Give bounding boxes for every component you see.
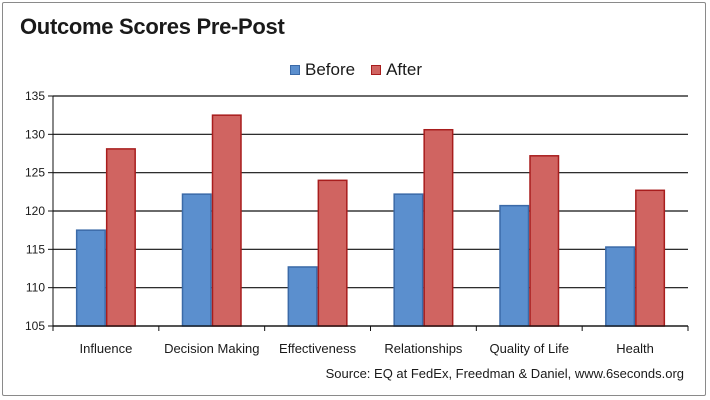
legend-item-after: After	[371, 60, 422, 80]
bar-after-health	[635, 189, 666, 327]
bar-after-relationships	[423, 128, 454, 327]
y-tick-label: 130	[25, 127, 45, 141]
x-category-label: Decision Making	[164, 341, 259, 356]
bar-before-quality-of-life	[499, 204, 530, 327]
bar-after-decision-making	[211, 114, 242, 327]
bar-after-influence	[105, 148, 136, 327]
legend-swatch-before	[290, 65, 300, 75]
bar-before-influence	[75, 229, 106, 327]
y-tick-label: 135	[25, 89, 45, 103]
y-tick-label: 105	[25, 319, 45, 333]
y-tick-label: 120	[25, 204, 45, 218]
chart-title: Outcome Scores Pre-Post	[20, 14, 285, 39]
x-category-label: Influence	[80, 341, 133, 356]
y-tick-label: 110	[26, 281, 45, 295]
x-category-label: Health	[616, 341, 654, 356]
chart-legend: Before After	[290, 60, 438, 80]
y-tick-label: 115	[26, 242, 45, 256]
bar-after-effectiveness	[317, 179, 348, 327]
legend-swatch-after	[371, 65, 382, 75]
bar-before-relationships	[393, 193, 424, 327]
chart-source-note: Source: EQ at FedEx, Freedman & Daniel, …	[325, 366, 684, 381]
bar-before-health	[605, 246, 636, 327]
x-category-label: Effectiveness	[279, 341, 357, 356]
legend-label-before: Before	[305, 60, 356, 79]
legend-item-before: Before	[290, 60, 355, 80]
bar-before-effectiveness	[287, 266, 318, 327]
x-category-label: Quality of Life	[490, 341, 570, 356]
y-tick-label: 125	[25, 166, 45, 180]
legend-label-after: After	[386, 60, 422, 79]
bar-before-decision-making	[181, 193, 212, 327]
x-category-label: Relationships	[384, 341, 463, 356]
bar-after-quality-of-life	[529, 155, 560, 327]
